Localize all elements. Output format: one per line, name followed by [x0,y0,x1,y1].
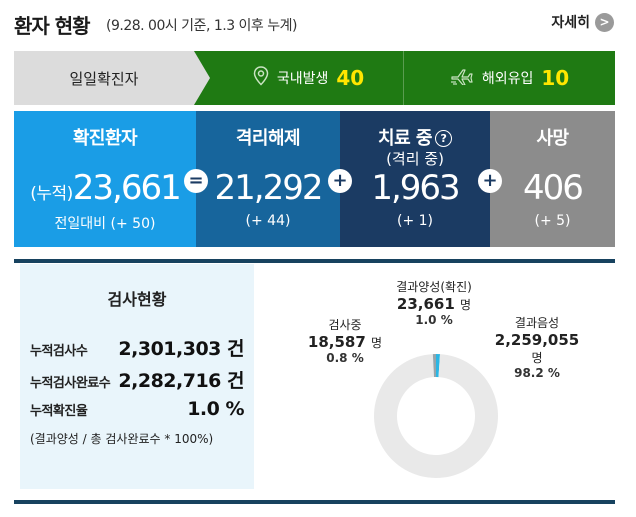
confirmed-number: (누적)23,661 [14,168,196,214]
released-change: (+ 44) [245,213,291,229]
chart-value: 2,259,055 [494,331,580,349]
section-divider [14,500,615,504]
help-icon[interactable]: ? [434,130,452,147]
test-result-chart: 결과양성(확진) 23,661 명 1.0 % 결과음성 2,259,055 명… [254,264,615,500]
treatment-title: 치료 중 [378,128,432,149]
daily-domestic: 국내발생 40 [194,51,404,105]
details-label: 자세히 [551,15,590,31]
chart-percent: 0.8 % [326,351,364,365]
confirmed-title: 확진환자 [72,128,138,149]
airplane-icon [450,67,474,89]
equals-icon: = [184,169,208,193]
test-status-panel: 검사현황 누적검사수 2,301,303 건 누적검사완료수 2,282,716… [20,264,254,489]
test-row: 누적검사완료수 2,282,716 건 [30,366,244,393]
donut-slice-negative [374,354,499,478]
chart-value: 18,587 명 [307,333,383,351]
donut-slice-pending [432,354,436,378]
test-row: 누적검사수 2,301,303 건 [30,334,244,361]
overseas-label: 해외유입 [481,71,534,87]
test-status-title: 검사현황 [107,290,167,309]
confirmed-change: 전일대비 (+ 50) [54,216,156,232]
pending-label-group: 검사중 18,587 명 0.8 % [300,316,390,365]
treatment-box: 치료 중? (격리 중) 1,963 (+ 1) [340,111,490,247]
case-stats: 확진환자 (누적)23,661 전일대비 (+ 50) 격리해제 21,292 … [14,111,615,247]
plus-icon: + [328,169,352,193]
released-box: 격리해제 21,292 (+ 44) [196,111,340,247]
daily-confirmed-label: 일일확진자 [14,51,210,105]
test-row-value: 1.0 % [187,398,244,420]
test-row-value: 2,301,303 건 [118,338,244,360]
daily-overseas: 해외유입 10 [404,51,615,105]
chart-percent: 1.0 % [415,313,453,327]
chevron-right-icon: > [595,12,614,32]
header: 환자 현황 (9.28. 00시 기준, 1.3 이후 누계) 자세히 > [14,10,622,38]
confirmed-value: 23,661 [72,168,182,208]
donut-slice-positive [436,354,441,378]
test-row-label: 누적확진율 [30,404,88,419]
released-value: 21,292 [214,168,324,208]
treatment-value: 1,963 [371,168,460,208]
chart-label: 검사중 [328,318,362,332]
page-subtitle: (9.28. 00시 기준, 1.3 이후 누계) [106,18,298,34]
page-title: 환자 현황 [14,14,91,38]
section-divider [14,259,615,263]
positive-label-group: 결과양성(확진) 23,661 명 1.0 % [374,278,494,327]
deaths-change: (+ 5) [534,213,571,229]
confirmed-prefix: (누적) [30,184,73,204]
treatment-change: (+ 1) [396,213,433,229]
deaths-title: 사망 [536,128,569,149]
test-row-value: 2,282,716 건 [118,370,244,392]
domestic-value: 40 [336,66,365,90]
chart-unit: 명 [371,336,383,350]
confirmed-box: 확진환자 (누적)23,661 전일대비 (+ 50) [14,111,196,247]
chart-unit: 명 [460,298,472,312]
domestic-label: 국내발생 [276,71,329,87]
treatment-title-row: 치료 중? [340,124,490,150]
details-link[interactable]: 자세히 > [551,12,614,32]
chart-percent: 98.2 % [514,366,560,380]
location-pin-icon [253,66,269,90]
donut-chart [374,354,499,478]
test-row-label: 누적검사완료수 [30,376,111,391]
plus-icon: + [478,169,502,193]
released-title: 격리해제 [235,128,301,149]
treatment-subtitle: (격리 중) [386,150,444,168]
chart-unit: 명 [531,351,543,365]
test-rate-note: (결과양성 / 총 검사완료수 * 100%) [30,432,214,446]
deaths-box: 사망 406 (+ 5) [490,111,615,247]
chart-value: 23,661 명 [396,295,472,313]
test-row: 누적확진율 1.0 % [30,398,244,420]
chart-label: 결과음성 [514,316,560,330]
chart-label: 결과양성(확진) [396,280,472,294]
test-row-label: 누적검사수 [30,344,88,359]
deaths-value: 406 [523,168,584,208]
daily-confirmed-bar: 일일확진자 국내발생 40 해외유입 10 [14,51,615,105]
negative-label-group: 결과음성 2,259,055 명 98.2 % [472,314,602,380]
overseas-value: 10 [541,66,570,90]
